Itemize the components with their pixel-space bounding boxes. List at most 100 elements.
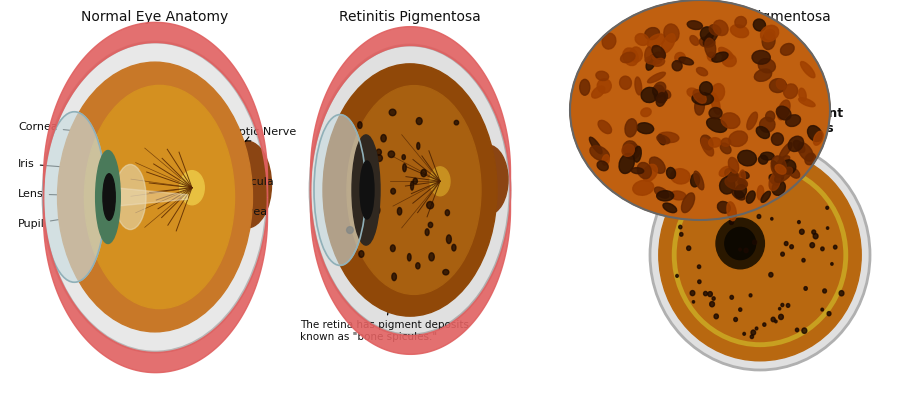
Ellipse shape (413, 178, 418, 184)
Ellipse shape (690, 174, 699, 187)
Ellipse shape (468, 145, 508, 214)
Ellipse shape (794, 140, 805, 152)
Ellipse shape (731, 25, 749, 38)
Ellipse shape (58, 62, 252, 332)
Ellipse shape (754, 192, 758, 196)
Ellipse shape (717, 201, 731, 213)
Ellipse shape (222, 141, 272, 228)
Ellipse shape (775, 165, 786, 174)
Ellipse shape (729, 220, 733, 224)
Ellipse shape (637, 162, 652, 179)
Ellipse shape (659, 149, 861, 361)
Ellipse shape (114, 164, 146, 229)
Ellipse shape (770, 173, 780, 191)
Ellipse shape (692, 301, 695, 303)
Ellipse shape (634, 77, 642, 95)
Ellipse shape (376, 155, 382, 162)
Ellipse shape (323, 64, 497, 316)
Ellipse shape (738, 150, 757, 166)
Ellipse shape (786, 115, 800, 126)
Ellipse shape (675, 53, 685, 63)
Ellipse shape (356, 207, 359, 213)
Ellipse shape (374, 161, 377, 167)
Ellipse shape (756, 126, 770, 139)
Ellipse shape (771, 156, 787, 177)
Ellipse shape (706, 211, 709, 213)
Ellipse shape (690, 36, 698, 45)
Ellipse shape (802, 328, 806, 333)
Text: Normal Eye Anatomy: Normal Eye Anatomy (81, 10, 229, 24)
Ellipse shape (570, 0, 830, 220)
Ellipse shape (374, 206, 380, 214)
Ellipse shape (701, 138, 714, 156)
Ellipse shape (804, 287, 807, 290)
Ellipse shape (721, 138, 731, 147)
Ellipse shape (711, 84, 724, 101)
Ellipse shape (625, 119, 637, 137)
Ellipse shape (687, 88, 698, 98)
Ellipse shape (720, 177, 734, 194)
Ellipse shape (709, 199, 714, 204)
Ellipse shape (361, 171, 365, 180)
Ellipse shape (314, 115, 366, 265)
Text: pigment
clumps: pigment clumps (750, 107, 842, 138)
Ellipse shape (703, 30, 717, 46)
Text: Retinitis Pigmentosa: Retinitis Pigmentosa (339, 10, 481, 24)
Ellipse shape (769, 273, 773, 277)
Ellipse shape (359, 251, 364, 257)
Ellipse shape (654, 82, 666, 94)
Text: Fovea: Fovea (193, 203, 268, 217)
Ellipse shape (85, 85, 235, 308)
Ellipse shape (753, 19, 766, 31)
Ellipse shape (652, 85, 664, 97)
Ellipse shape (446, 235, 452, 244)
Text: Retinitis Pigmentosa: Retinitis Pigmentosa (689, 10, 831, 24)
Ellipse shape (792, 166, 796, 170)
Ellipse shape (734, 318, 737, 322)
Ellipse shape (751, 330, 756, 335)
Ellipse shape (653, 58, 664, 66)
Ellipse shape (770, 79, 787, 92)
Ellipse shape (672, 60, 682, 71)
Ellipse shape (392, 273, 396, 280)
Polygon shape (114, 188, 187, 206)
Ellipse shape (699, 82, 713, 95)
Ellipse shape (427, 201, 434, 209)
Ellipse shape (664, 24, 680, 42)
Ellipse shape (790, 245, 794, 249)
Ellipse shape (620, 52, 635, 63)
Ellipse shape (425, 229, 429, 235)
Ellipse shape (724, 228, 756, 260)
Ellipse shape (760, 117, 775, 132)
Ellipse shape (580, 79, 590, 95)
Ellipse shape (95, 150, 121, 243)
Ellipse shape (779, 143, 792, 159)
Ellipse shape (727, 202, 736, 221)
Text: Iris: Iris (18, 159, 106, 172)
Ellipse shape (739, 308, 742, 311)
Ellipse shape (694, 171, 704, 190)
Ellipse shape (742, 333, 745, 335)
Ellipse shape (757, 214, 760, 218)
Ellipse shape (755, 327, 758, 330)
Ellipse shape (625, 143, 640, 159)
Ellipse shape (798, 143, 814, 161)
Ellipse shape (391, 188, 395, 194)
Ellipse shape (787, 303, 790, 307)
Ellipse shape (698, 280, 701, 284)
Ellipse shape (738, 179, 748, 187)
Ellipse shape (728, 172, 738, 182)
Ellipse shape (777, 79, 786, 89)
Ellipse shape (656, 92, 666, 106)
Ellipse shape (772, 181, 786, 196)
Ellipse shape (770, 218, 773, 220)
Ellipse shape (746, 191, 755, 203)
Ellipse shape (391, 245, 395, 252)
Ellipse shape (752, 51, 770, 64)
Ellipse shape (759, 155, 768, 164)
Ellipse shape (766, 111, 775, 122)
Ellipse shape (657, 135, 670, 144)
Ellipse shape (736, 165, 739, 168)
Ellipse shape (762, 32, 775, 49)
Ellipse shape (403, 164, 406, 172)
